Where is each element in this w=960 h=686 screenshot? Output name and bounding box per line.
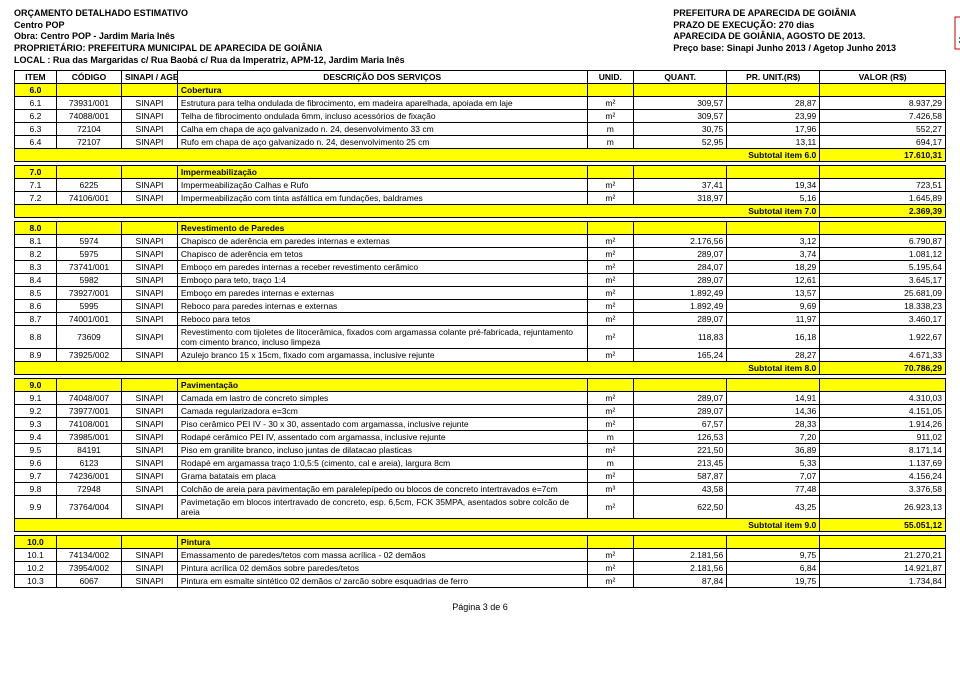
table-row: 8.45982SINAPIEmboço para teto, traço 1:4… <box>15 274 946 287</box>
table-row: 6.372104SINAPICalha em chapa de aço galv… <box>15 123 946 136</box>
table-row: 9.774236/001SINAPIGrama batatais em plac… <box>15 470 946 483</box>
col-item: ITEM <box>15 71 57 84</box>
header-line: Centro POP <box>14 20 405 32</box>
table-row: 9.584191SINAPIPiso em granilite branco, … <box>15 444 946 457</box>
table-row: 6.173931/001SINAPIEstrutura para telha o… <box>15 97 946 110</box>
col-codigo: CÓDIGO <box>56 71 121 84</box>
subtotal-row: Subtotal item 9.055.051,12 <box>15 519 946 532</box>
table-row: 8.15974SINAPIChapisco de aderência em pa… <box>15 235 946 248</box>
table-row: 9.66123SINAPIRodapé em argamassa traço 1… <box>15 457 946 470</box>
header-line: PREFEITURA DE APARECIDA DE GOIÂNIA <box>673 8 896 20</box>
table-row: 8.973925/002SINAPIAzulejo branco 15 x 15… <box>15 349 946 362</box>
subtotal-row: Subtotal item 7.02.369,39 <box>15 205 946 218</box>
col-valor: VALOR (R$) <box>820 71 946 84</box>
table-row: 8.65995SINAPIReboco para paredes interna… <box>15 300 946 313</box>
header-right: PREFEITURA DE APARECIDA DE GOIÂNIA PRAZO… <box>673 8 946 66</box>
header-line: LOCAL : Rua das Margaridas c/ Rua Baobá … <box>14 55 405 67</box>
header-line: Obra: Centro POP - Jardim Maria Inês <box>14 31 405 43</box>
table-row: 8.373741/001SINAPIEmboço em paredes inte… <box>15 261 946 274</box>
table-row: 9.872948SINAPIColchão de areia para pavi… <box>15 483 946 496</box>
section-header: 8.0Revestimento de Paredes <box>15 222 946 235</box>
col-unid: UNID. <box>587 71 634 84</box>
header-left: ORÇAMENTO DETALHADO ESTIMATIVO Centro PO… <box>14 8 405 66</box>
header-line: PROPRIETÁRIO: PREFEITURA MUNICIPAL DE AP… <box>14 43 405 55</box>
table-row: 8.873609SINAPIRevestimento com tijoletes… <box>15 326 946 349</box>
section-header: 9.0Pavimentação <box>15 379 946 392</box>
header-line: ORÇAMENTO DETALHADO ESTIMATIVO <box>14 8 405 20</box>
table-row: 10.36067SINAPIPintura em esmalte sintéti… <box>15 575 946 588</box>
table-row: 9.273977/001SINAPICamada regularizadora … <box>15 405 946 418</box>
table-row: 6.472107SINAPIRufo em chapa de aço galva… <box>15 136 946 149</box>
prefeitura-logo-icon <box>951 13 960 53</box>
section-header: 10.0Pintura <box>15 536 946 549</box>
table-row: 9.374108/001SINAPIPiso cerâmico PEI IV -… <box>15 418 946 431</box>
table-row: 8.774001/001SINAPIReboco para tetosm²289… <box>15 313 946 326</box>
table-row: 9.473985/001SINAPIRodapé cerâmico PEI IV… <box>15 431 946 444</box>
table-body: 6.0Cobertura6.173931/001SINAPIEstrutura … <box>15 84 946 588</box>
col-sinapi: SINAPI / AGETOP <box>122 71 178 84</box>
table-row: 8.573927/001SINAPIEmboço em paredes inte… <box>15 287 946 300</box>
col-quant: QUANT. <box>634 71 727 84</box>
table-row: 8.25975SINAPIChapisco de aderência em te… <box>15 248 946 261</box>
subtotal-row: Subtotal item 6.017.610,31 <box>15 149 946 162</box>
table-row: 6.274088/001SINAPITelha de fibrocimento … <box>15 110 946 123</box>
page-footer: Página 3 de 6 <box>14 602 946 612</box>
header-line: PRAZO DE EXECUÇÃO: 270 dias <box>673 20 896 32</box>
table-row: 10.174134/002SINAPIEmassamento de parede… <box>15 549 946 562</box>
table-header: ITEM CÓDIGO SINAPI / AGETOP DESCRIÇÃO DO… <box>15 71 946 84</box>
col-desc: DESCRIÇÃO DOS SERVIÇOS <box>177 71 587 84</box>
table-row: 7.274106/001SINAPIImpermeabilização com … <box>15 192 946 205</box>
col-pr: PR. UNIT.(R$) <box>727 71 820 84</box>
header-line: Preço base: Sinapi Junho 2013 / Agetop J… <box>673 43 896 55</box>
section-header: 7.0Impermeabilização <box>15 166 946 179</box>
table-row: 9.973764/004SINAPIPavimetação em blocos … <box>15 496 946 519</box>
subtotal-row: Subtotal item 8.070.786,29 <box>15 362 946 375</box>
document-header: ORÇAMENTO DETALHADO ESTIMATIVO Centro PO… <box>14 8 946 66</box>
budget-table: ITEM CÓDIGO SINAPI / AGETOP DESCRIÇÃO DO… <box>14 70 946 588</box>
table-row: 10.273954/002SINAPIPintura acrílica 02 d… <box>15 562 946 575</box>
header-line: APARECIDA DE GOIÂNIA, AGOSTO DE 2013. <box>673 31 896 43</box>
table-row: 9.174048/007SINAPICamada em lastro de co… <box>15 392 946 405</box>
section-header: 6.0Cobertura <box>15 84 946 97</box>
table-row: 7.16225SINAPIImpermeabilização Calhas e … <box>15 179 946 192</box>
